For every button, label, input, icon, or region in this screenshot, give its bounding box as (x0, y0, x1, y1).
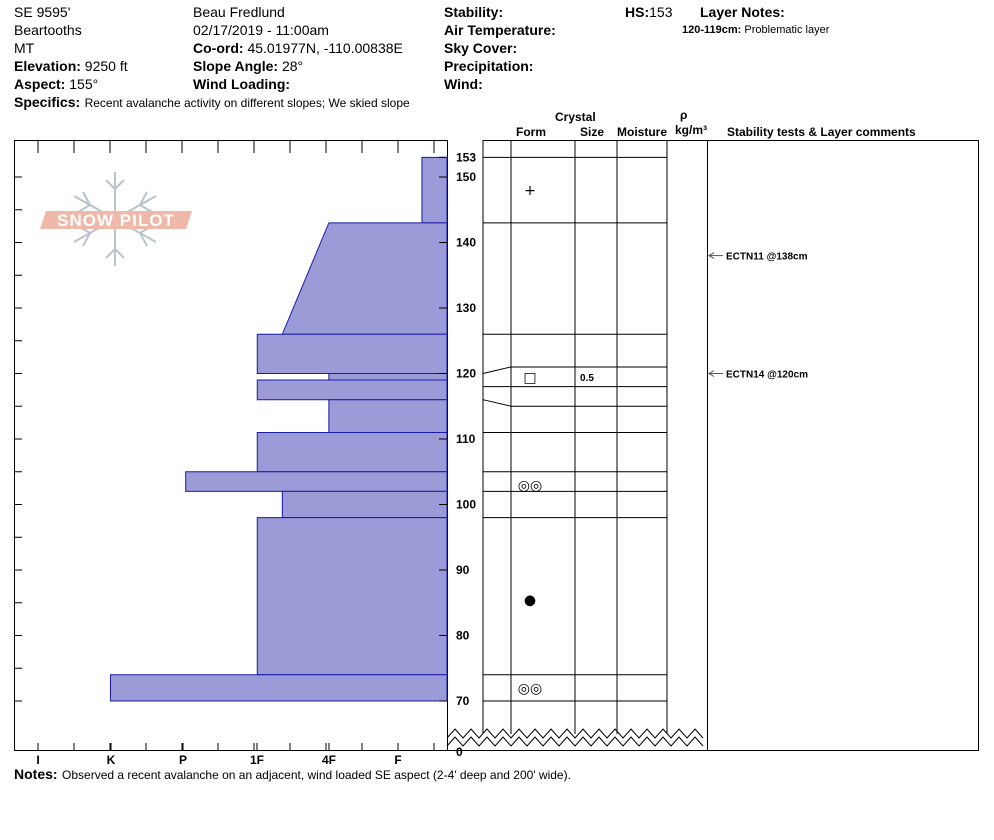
crystal-form-symbol: □ (523, 370, 536, 386)
depth-tick-label: 130 (456, 301, 476, 315)
hardness-tick-label: F (394, 753, 401, 767)
hardness-tick-label: K (107, 753, 116, 767)
notes-label: Notes: (14, 766, 58, 782)
hardness-layer-bar (281, 222, 448, 335)
hardness-layer-bar (328, 399, 448, 433)
size-header: Size (580, 125, 605, 139)
axis-break-zigzag (446, 736, 704, 747)
layer-connector-line (482, 399, 512, 407)
notes: Notes: Observed a recent avalanche on an… (14, 767, 571, 783)
depth-tick-label: 100 (456, 498, 476, 512)
stability-test-label: ECTN11 @138cm (726, 252, 808, 263)
stability-label: Stability: (444, 4, 504, 20)
hardness-tick-label: I (36, 753, 39, 767)
coordinates: Co-ord: 45.01977N, -110.00838E (193, 41, 403, 55)
depth-tick-label: 70 (456, 694, 470, 708)
layer-note-range: 120-119cm: (682, 24, 742, 36)
hardness-tick-label: 4F (322, 753, 336, 767)
stability-test-arrow-head (708, 370, 715, 377)
hardness-tick-label: P (179, 753, 187, 767)
layer-connector-line (482, 366, 512, 374)
depth-tick-label: 110 (456, 432, 476, 446)
hardness-layer-bar (256, 431, 448, 473)
layer-note: 120-119cm: Problematic layer (682, 25, 829, 36)
wind-label: Wind: (444, 76, 483, 92)
slope-value: 28° (281, 58, 304, 74)
specifics-label: Specifics: (14, 94, 81, 110)
hardness-layer-bar (185, 471, 448, 492)
coord-value: 45.01977N, -110.00838E (247, 40, 403, 56)
air-temperature-label: Air Temperature: (444, 22, 556, 38)
crystal-header: Crystal (555, 110, 596, 124)
layer-note-text: Problematic layer (744, 24, 830, 36)
layer-notes-label: Layer Notes: (700, 4, 785, 20)
hs-label: HS: (625, 4, 650, 20)
depth-tick-label: 153 (456, 150, 476, 164)
depth-tick-label: 80 (456, 629, 470, 643)
elevation-label: Elevation: (14, 58, 81, 74)
elevation: Elevation: 9250 ft (14, 59, 128, 73)
hardness-layer-bar (328, 373, 448, 381)
slope-angle: Slope Angle: 28° (193, 59, 303, 73)
logo-text: SNOW PILOT (57, 211, 175, 230)
elevation-value: 9250 ft (84, 58, 128, 74)
crystal-form-symbol: ◎◎ (518, 681, 542, 697)
site-name: SE 9595' (14, 4, 71, 20)
depth-tick-label: 120 (456, 367, 476, 381)
crystal-form-symbol: ◎◎ (518, 478, 542, 494)
stability-test-label: ECTN14 @120cm (726, 370, 808, 381)
comments-frame (707, 140, 979, 751)
hardness-layer-bar (421, 156, 448, 224)
sky-cover-label: Sky Cover: (444, 40, 518, 56)
wind-loading-label: Wind Loading: (193, 76, 291, 92)
form-header: Form (516, 125, 546, 139)
specifics-value: Recent avalanche activity on different s… (84, 96, 410, 110)
specifics: Specifics: Recent avalanche activity on … (14, 95, 410, 111)
stability-test-arrow-head (708, 252, 715, 260)
state: MT (14, 40, 35, 56)
rho-header: ρ (680, 108, 688, 122)
crystal-form-symbol: ● (524, 592, 536, 608)
crystal-form-symbol: + (524, 183, 536, 199)
logo-banner (40, 211, 192, 229)
moisture-header: Moisture (617, 125, 668, 139)
hardness-layer-bar (281, 490, 448, 519)
crystal-size: 0.5 (580, 373, 594, 384)
precipitation-label: Precipitation: (444, 58, 534, 74)
mountain-range: Beartooths (14, 22, 82, 38)
hardness-layer-bar (256, 379, 448, 401)
depth-tick-label: 150 (456, 170, 476, 184)
depth-tick-label: 90 (456, 563, 470, 577)
comments-header: Stability tests & Layer comments (727, 125, 916, 139)
axis-break-zigzag (446, 728, 704, 739)
depth-zero-label: 0 (456, 745, 463, 759)
snow-height: HS:153 (625, 5, 672, 19)
aspect: Aspect: 155° (14, 77, 98, 91)
notes-value: Observed a recent avalanche on an adjace… (62, 768, 571, 782)
slope-label: Slope Angle: (193, 58, 279, 74)
hs-value: 153 (649, 4, 673, 20)
hardness-layer-bar (109, 674, 448, 702)
depth-tick-label: 140 (456, 236, 476, 250)
density-unit-header: kg/m³ (675, 123, 708, 137)
snowpilot-logo: SNOW PILOT (40, 172, 192, 266)
datetime: 02/17/2019 - 11:00am (193, 22, 329, 38)
aspect-label: Aspect: (14, 76, 66, 92)
hardness-tick-label: 1F (250, 753, 264, 767)
observer: Beau Fredlund (193, 4, 285, 20)
aspect-value: 155° (69, 76, 99, 92)
coord-label: Co-ord: (193, 40, 244, 56)
hardness-layer-bar (256, 333, 448, 374)
hardness-layer-bar (256, 517, 448, 676)
